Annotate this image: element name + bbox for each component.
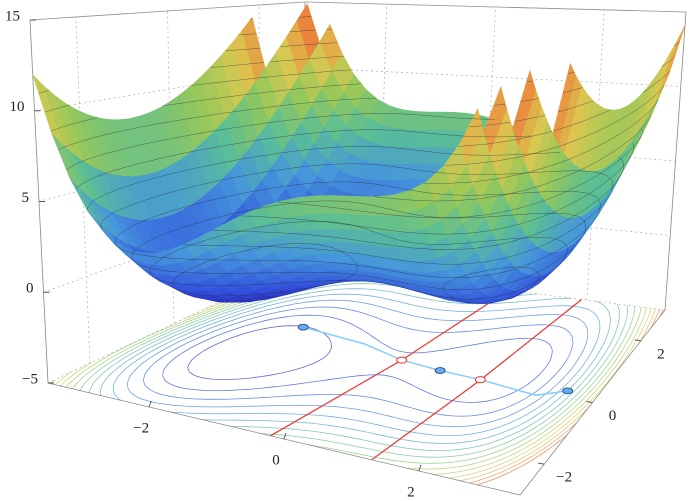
surface-patch — [483, 85, 508, 154]
floor-minimum — [297, 323, 309, 331]
grid-line — [29, 1, 687, 21]
y-tick-label: 2 — [657, 346, 665, 362]
surface-contour — [44, 69, 665, 166]
z-tick-label: 0 — [26, 281, 34, 297]
y-tick — [634, 339, 641, 342]
floor-flow-path — [303, 326, 568, 397]
floor-minimum — [562, 387, 574, 395]
x-tick-label: 0 — [272, 452, 280, 468]
floor-contour — [143, 306, 574, 417]
surface-contour — [172, 243, 541, 304]
floor-contour — [50, 268, 656, 482]
floor-contour — [126, 299, 589, 428]
surface-contour — [130, 200, 586, 291]
surface-contour — [66, 113, 644, 219]
z-tick-label: −5 — [22, 371, 38, 387]
surface-contour — [50, 83, 659, 184]
surface-patch — [512, 69, 536, 148]
surface-contour — [115, 181, 602, 279]
z-tick-label: 5 — [22, 190, 30, 206]
x-tick — [418, 464, 422, 472]
y-tick — [586, 401, 593, 403]
floor-contour — [99, 288, 611, 444]
y-tick-label: −2 — [556, 470, 572, 486]
surface-patch — [552, 62, 577, 145]
z-tick-label: 10 — [10, 99, 25, 115]
surface-contour — [58, 97, 652, 202]
floor-separatrix — [270, 289, 509, 437]
floor-contour — [88, 283, 620, 451]
x-tick-label: −2 — [133, 420, 149, 436]
floor-contour — [112, 293, 601, 436]
surface-contour — [225, 42, 675, 128]
floor-contour — [54, 268, 652, 479]
y-tick-label: 0 — [609, 408, 617, 424]
surface-contour — [100, 163, 613, 265]
surface-contour — [238, 28, 680, 106]
x-tick — [148, 400, 152, 408]
surface-contour — [250, 16, 685, 83]
floor-saddle — [396, 356, 408, 364]
floor-contour — [72, 274, 636, 464]
surface-contour — [149, 221, 569, 300]
floor-contour — [162, 314, 553, 403]
surface-contour — [75, 129, 635, 235]
grid-line — [34, 67, 681, 112]
z-tick-label: 15 — [5, 8, 20, 24]
surface-patch — [655, 38, 679, 102]
surface-contour — [38, 55, 671, 147]
surface-contour — [86, 146, 625, 250]
floor-saddle — [474, 376, 486, 384]
floor-contour — [187, 325, 332, 380]
x-tick-label: 2 — [407, 484, 415, 500]
y-tick — [538, 462, 545, 465]
x-tick — [283, 432, 287, 440]
floor-minimum — [434, 367, 446, 374]
